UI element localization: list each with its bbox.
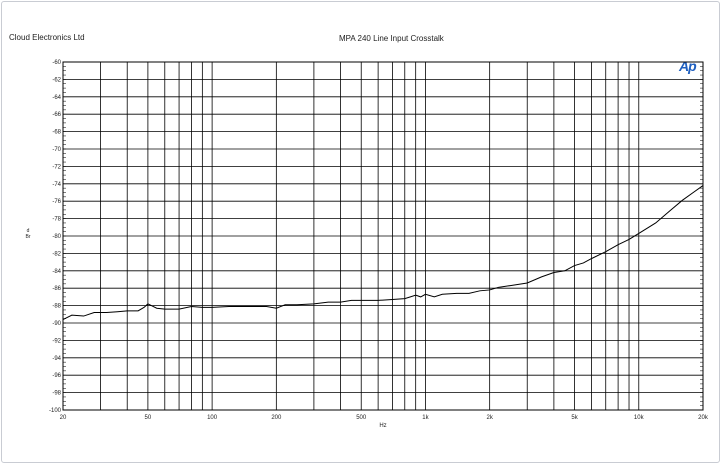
y-tick-label: -100 bbox=[49, 408, 62, 414]
y-tick-label: -98 bbox=[52, 391, 61, 397]
y-tick-label: -72 bbox=[52, 164, 61, 170]
y-tick-label: -66 bbox=[52, 112, 61, 118]
y-tick-label: -90 bbox=[52, 321, 61, 327]
x-tick-label: 1k bbox=[422, 415, 429, 421]
x-axis-label: Hz bbox=[379, 423, 386, 429]
company-name: Cloud Electronics Ltd bbox=[9, 33, 85, 42]
x-tick-label: 10k bbox=[634, 415, 645, 421]
y-tick-label: -64 bbox=[52, 95, 61, 101]
y-tick-label: -76 bbox=[52, 199, 61, 205]
y-tick-labels: -60 -62 -64 -66 -68 -70 -72 -74 -76 -78 -80 -82 -84 -… bbox=[49, 60, 62, 414]
x-tick-label: 500 bbox=[356, 415, 367, 421]
x-tick-label: 100 bbox=[207, 415, 218, 421]
y-tick-label: -62 bbox=[52, 77, 61, 83]
plot-border bbox=[62, 61, 704, 411]
y-tick-label: -92 bbox=[52, 338, 61, 344]
y-tick-label: -94 bbox=[52, 356, 61, 362]
x-tick-label: 20k bbox=[698, 415, 709, 421]
x-tick-labels: 20 50 100 200 500 1k 2k 5k 10k 20k bbox=[60, 415, 709, 421]
y-axis-label: dBr bbox=[25, 228, 31, 240]
x-tick-label: 5k bbox=[571, 415, 578, 421]
x-tick-label: 20 bbox=[60, 415, 67, 421]
y-tick-label: -70 bbox=[52, 147, 61, 153]
y-tick-label: -86 bbox=[52, 286, 61, 292]
y-tick-label: -78 bbox=[52, 217, 61, 223]
y-tick-label: -84 bbox=[52, 269, 61, 275]
x-tick-label: 50 bbox=[145, 415, 152, 421]
y-tick-label: -88 bbox=[52, 304, 61, 310]
y-tick-label: -80 bbox=[52, 234, 61, 240]
y-tick-label: -96 bbox=[52, 373, 61, 379]
y-tick-label: -82 bbox=[52, 251, 61, 257]
y-tick-label: -60 bbox=[52, 60, 61, 66]
y-tick-label: -68 bbox=[52, 130, 61, 136]
chart-title: MPA 240 Line Input Crosstalk bbox=[339, 34, 444, 43]
x-tick-label: 2k bbox=[486, 415, 493, 421]
grid-lines bbox=[63, 61, 703, 411]
y-tick-label: -74 bbox=[52, 182, 61, 188]
x-tick-label: 200 bbox=[271, 415, 282, 421]
series-line bbox=[62, 185, 704, 320]
